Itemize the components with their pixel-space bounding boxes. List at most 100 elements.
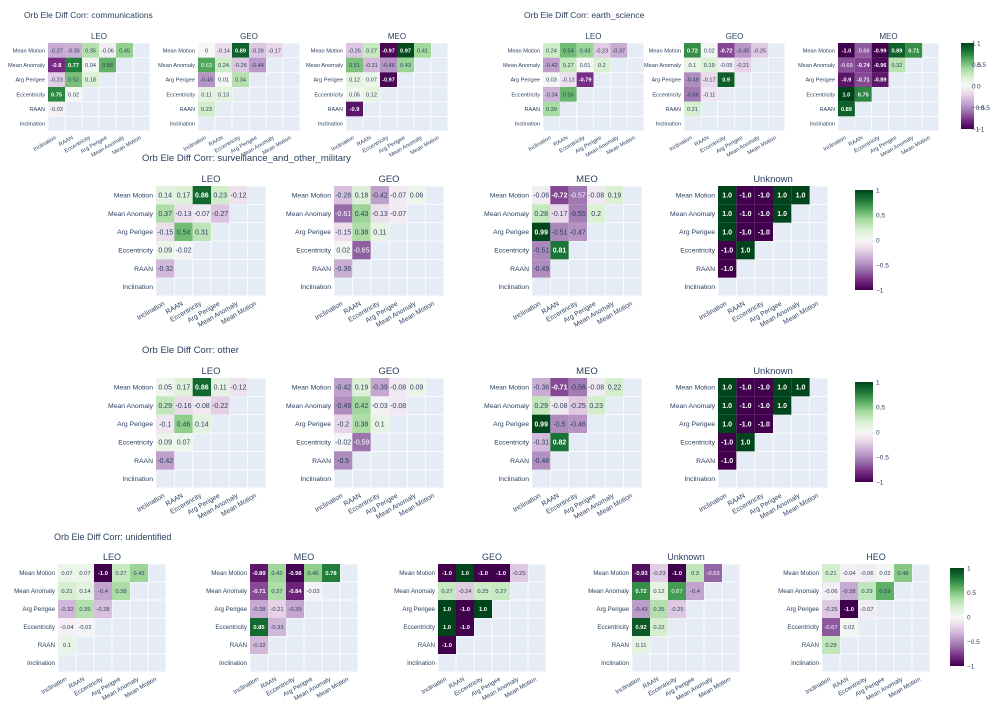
cell-label: -0.46 [382,63,395,69]
heatmap-cell [130,564,148,582]
chart-title: Orb Ele Diff Corr: unidentified [54,532,171,542]
heatmap-cell [76,600,94,618]
cell-label: 0.54 [563,48,574,54]
cell-label: 0.77 [68,63,79,69]
heatmap-cell [414,43,431,58]
cell-label: 0.67 [671,589,682,595]
heatmap-cell [156,396,175,415]
heatmap-cell [48,87,65,102]
cell-label: -0.07 [390,193,406,200]
heatmap-cell [734,57,752,73]
cell-label: 0.07 [61,571,72,577]
cell-label: 0.11 [636,643,647,649]
cell-label: -1.0 [842,48,852,54]
heatmap-cell [192,204,211,223]
heatmap-cell [543,101,560,117]
heatmap-cell [854,87,872,102]
heatmap-cell [352,222,371,241]
cell-label: 0.46 [177,421,191,428]
y-tick-label: Inclination [684,476,715,483]
heatmap-cell [99,57,116,73]
y-tick-label: Mean Motion [783,570,819,577]
colorbar-tick-label: 0 [977,84,981,91]
cell-label: -0.56 [686,92,699,98]
cell-label: 0.13 [218,92,229,98]
cell-label: -0.32 [60,607,73,613]
cell-label: 0.14 [195,421,209,428]
heatmap-cell [268,600,286,618]
y-tick-label: Eccentricity [118,248,153,255]
colorbar-tick-label: 0 [876,238,880,245]
y-tick-label: Mean Motion [803,48,835,54]
colorbar-gradient [961,43,969,129]
colorbar-tick-label: 0.5 [972,62,981,69]
heatmap-cell [48,57,65,73]
heatmap-cell [718,378,737,397]
colorbar-tick-label: 0.5 [967,590,976,597]
heatmap-cell [754,222,773,241]
cell-label: 0.29 [158,403,172,410]
heatmap-cell [370,378,389,397]
y-tick-label: Arg Perigee [651,78,681,84]
cell-label: -1.0 [739,385,751,392]
cell-label: 0.12 [349,78,360,84]
colorbar-gradient [950,568,964,666]
y-tick-label: Arg Perigee [493,421,529,428]
cell-label: 0.29 [861,589,872,595]
panel-heo: HEO 0.21 -0.04 -0.06 0.02 0.48 -0.06 -0.38 0.29 0… [778,552,931,702]
cell-label: 0.19 [704,63,715,69]
colorbar-tick-label: −1 [972,127,980,134]
cell-label: 0.24 [546,48,557,54]
cell-label: 0.2 [598,63,606,69]
heatmap-cell [192,396,211,415]
heatmap-cell [286,600,304,618]
colorbar-tick-label: 0 [876,430,880,437]
cell-label: 0.86 [195,385,209,392]
cell-label: 0.43 [133,571,144,577]
heatmap-cell [174,414,193,433]
heatmap-cell [532,451,551,470]
panel-geo: GEO 0.72 0.02 -0.72 -0.45 -0.25 0.1 0.19 -0.05 -0… [644,32,786,159]
cell-label: -0.05 [720,63,733,69]
heatmap-cell [174,433,193,452]
y-tick-label: RAAN [819,107,835,113]
heatmap-cell [888,57,906,73]
heatmap-cell [650,600,668,618]
cell-label: 0.27 [441,589,452,595]
colorbar-tick-label: 1 [977,41,981,48]
cell-label: -0.23 [596,48,609,54]
heatmap-cell [532,259,551,278]
cell-label: 0.29 [534,403,548,410]
cell-label: 0.12 [366,92,377,98]
heatmap-cell [389,204,408,223]
y-tick-label: Arg Perigee [165,78,195,84]
heatmap-cell [370,222,389,241]
x-tick-label: Inclination [669,135,694,153]
y-tick-label: Inclination [122,476,153,483]
cell-label: 0.37 [158,211,172,218]
cell-label: 1.0 [777,403,787,410]
heatmap-cell [99,43,116,58]
colorbar-tick-label: −0.5 [876,263,889,270]
heatmap-cell [700,72,718,87]
y-tick-label: RAAN [38,642,55,649]
heatmap-cell [192,414,211,433]
y-tick-label: Eccentricity [23,624,56,631]
panel-title: MEO [294,552,315,562]
cell-label: -0.56 [570,385,586,392]
heatmap-cell [215,57,232,73]
cell-label: -1.0 [758,211,770,218]
y-tick-label: Inclination [515,122,540,128]
heatmap-cell [112,582,130,600]
panel-title: LEO [201,366,220,377]
heatmap-cell [250,564,268,582]
panel-meo: MEO -0.26 0.27 -0.97 0.97 0.41 0.51 -0.31 -0.46 0… [306,32,449,159]
panel-title: GEO [378,366,399,377]
heatmap-cell [156,259,175,278]
heatmap-cell [587,396,606,415]
heatmap-cell [576,72,594,87]
cell-label: 0.04 [85,63,96,69]
heatmap-group-2: Orb Ele Diff Corr: surveillance_and_othe… [108,153,889,329]
cell-label: 0.17 [177,193,191,200]
y-tick-label: Inclination [219,660,247,667]
